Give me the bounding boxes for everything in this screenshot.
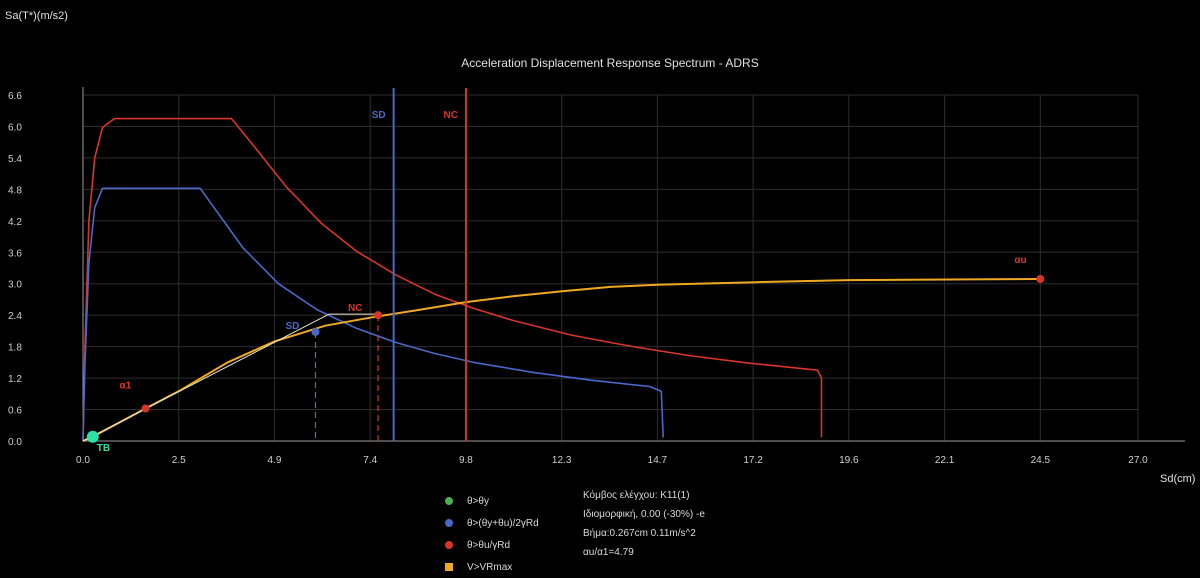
grid	[82, 94, 1139, 442]
y-tick-label: 5.4	[8, 154, 22, 165]
legend-label: V>VRmax	[467, 561, 513, 573]
step-text: Βήμα:0.267cm 0.11m/s^2	[583, 528, 696, 539]
legend-item-shear: V>VRmax	[445, 556, 539, 578]
y-tick-label: 1.2	[8, 374, 22, 385]
x-tick-label: 4.9	[268, 455, 282, 466]
marks: SD NC α1 SD NC αu TB	[86, 110, 1045, 454]
x-tick-label: 17.2	[743, 455, 763, 466]
x-tick-label: 22.1	[935, 455, 955, 466]
point-label: SD	[285, 321, 299, 332]
point-label: αu	[1014, 255, 1026, 266]
series-bilinear	[82, 313, 380, 442]
y-tick-label: 3.0	[8, 280, 22, 291]
legend-label: θ>θy	[467, 495, 489, 507]
chart-title: Acceleration Displacement Response Spect…	[461, 56, 758, 70]
analysis-info: Κόμβος ελέγχου: K11(1) Ιδιομορφική, 0.00…	[583, 490, 705, 566]
y-tick-label: 2.4	[8, 311, 22, 322]
point-label: NC	[348, 303, 362, 314]
point-label: TB	[97, 443, 110, 454]
x-tick-label: 9.8	[459, 455, 473, 466]
x-tick-label: 12.3	[552, 455, 572, 466]
legend-item-yield: θ>θy	[445, 490, 539, 512]
y-tick-label: 4.8	[8, 185, 22, 196]
y-axis-label: Sa(T*)(m/s2)	[5, 10, 68, 22]
point-alpha1	[141, 404, 150, 413]
y-tick-label: 6.0	[8, 122, 22, 133]
legend-label: θ>θu/γRd	[467, 539, 511, 551]
legend-marker-blue	[445, 519, 453, 527]
point-tb	[86, 430, 99, 443]
y-tick-label: 3.6	[8, 248, 22, 259]
point-label: α1	[120, 380, 132, 391]
y-tick-label: 1.8	[8, 343, 22, 354]
vline-label-nc: NC	[443, 110, 457, 121]
x-tick-label: 24.5	[1031, 455, 1051, 466]
vline-label-sd: SD	[372, 110, 386, 121]
legend-label: θ>(θy+θu)/2γRd	[467, 517, 539, 529]
legend-item-nc: θ>θu/γRd	[445, 534, 539, 556]
legend: θ>θy θ>(θy+θu)/2γRd θ>θu/γRd V>VRmax	[445, 490, 539, 578]
axes: 0.0 2.5 4.9 7.4 9.8 12.3 14.7 17.2 19.6 22.1 24.5 2…	[8, 87, 1185, 466]
legend-item-sd: θ>(θy+θu)/2γRd	[445, 512, 539, 534]
x-tick-label: 19.6	[839, 455, 859, 466]
point-alphau	[1036, 275, 1045, 284]
point-sd	[311, 327, 320, 336]
x-axis-label: Sd(cm)	[1160, 473, 1195, 485]
y-tick-label: 4.2	[8, 217, 22, 228]
series-sd-demand	[82, 187, 664, 442]
x-tick-label: 0.0	[76, 455, 90, 466]
x-tick-label: 27.0	[1128, 455, 1148, 466]
y-tick-label: 0.6	[8, 406, 22, 417]
control-node-text: Κόμβος ελέγχου: K11(1)	[583, 490, 690, 501]
series-nc-demand	[82, 117, 823, 442]
legend-marker-green	[445, 497, 453, 505]
x-tick-label: 2.5	[172, 455, 186, 466]
ratio-text: αu/α1=4.79	[583, 547, 634, 558]
legend-marker-red	[445, 541, 453, 549]
point-nc	[374, 311, 383, 320]
mode-text: Ιδιομορφική, 0.00 (-30%) -e	[583, 509, 705, 520]
x-tick-label: 14.7	[648, 455, 668, 466]
y-tick-label: 6.6	[8, 91, 22, 102]
x-tick-label: 7.4	[363, 455, 377, 466]
y-tick-label: 0.0	[8, 437, 22, 448]
legend-marker-orange	[445, 563, 453, 571]
